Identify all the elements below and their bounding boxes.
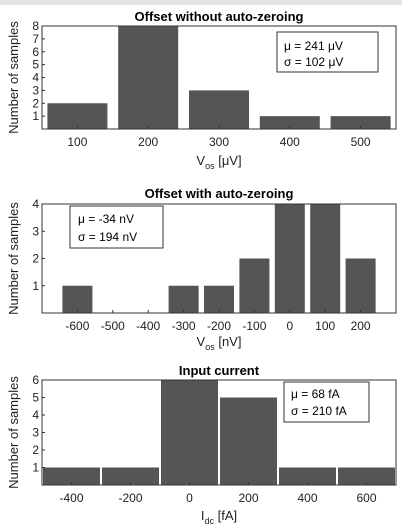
- bar: [161, 380, 218, 485]
- y-tick-label: 2: [32, 443, 39, 457]
- y-tick-label: 1: [32, 279, 39, 293]
- y-tick-label: 4: [32, 408, 39, 422]
- y-tick-label: 7: [32, 32, 39, 46]
- x-tick-label: 0: [286, 319, 293, 333]
- mean-label: μ = -34 nV: [78, 212, 134, 226]
- y-tick-label: 3: [32, 224, 39, 238]
- chart-title: Offset without auto-zeroing: [135, 9, 304, 24]
- chart-2: 1 2 3 4 -600 -500 -400 -300 -200 -100 0 100 200 Offse…: [6, 186, 397, 352]
- stats-box: [283, 381, 370, 423]
- mean-label: μ = 68 fA: [291, 387, 340, 401]
- bar: [310, 204, 341, 313]
- x-tick-label: -100: [242, 319, 266, 333]
- y-tick-label: 3: [32, 426, 39, 440]
- sigma-label: σ = 102 μV: [284, 55, 343, 69]
- bar: [62, 285, 93, 313]
- y-axis-label: Number of samples: [6, 202, 21, 315]
- y-tick-label: 4: [32, 197, 39, 211]
- x-axis-label: Idc [fA]: [201, 508, 237, 526]
- chart-title: Input current: [179, 363, 260, 378]
- y-axis-label: Number of samples: [6, 376, 21, 489]
- bar: [43, 467, 100, 485]
- y-tick-label: 6: [32, 45, 39, 59]
- x-axis-label: Vos [μV]: [196, 153, 241, 171]
- bar: [47, 103, 108, 129]
- bar: [279, 467, 336, 485]
- x-tick-label: -200: [207, 319, 231, 333]
- bar: [338, 467, 395, 485]
- y-tick-label: 8: [32, 19, 39, 33]
- x-tick-label: 200: [238, 491, 258, 505]
- chart-3: 1 2 3 4 5 6 -400 -200 0 200 400 600 Input current Num…: [6, 363, 397, 526]
- x-tick-label: -200: [118, 491, 142, 505]
- bar: [102, 467, 159, 485]
- x-tick-label: 400: [280, 135, 300, 149]
- x-tick-label: 600: [356, 491, 376, 505]
- bar: [189, 90, 249, 129]
- bar: [204, 285, 234, 313]
- x-axis-label: Vos [nV]: [197, 334, 242, 352]
- x-tick-label: 200: [351, 319, 371, 333]
- sigma-label: σ = 210 fA: [291, 404, 347, 418]
- chart-title: Offset with auto-zeroing: [145, 186, 294, 201]
- mean-label: μ = 241 μV: [284, 39, 343, 53]
- bar: [239, 258, 270, 313]
- stats-box: [276, 31, 379, 73]
- x-tick-label: -300: [172, 319, 196, 333]
- y-tick-label: 4: [32, 71, 39, 85]
- bar: [274, 204, 305, 313]
- x-tick-label: 100: [315, 319, 335, 333]
- x-tick-label: 400: [297, 491, 317, 505]
- bar: [118, 26, 179, 129]
- x-tick-label: 300: [209, 135, 229, 149]
- y-tick-label: 5: [32, 391, 39, 405]
- sigma-label: σ = 194 nV: [78, 230, 137, 244]
- y-tick-label: 5: [32, 58, 39, 72]
- y-tick-label: 2: [32, 96, 39, 110]
- y-tick-label: 3: [32, 83, 39, 97]
- bar: [330, 116, 391, 129]
- x-tick-label: -600: [65, 319, 89, 333]
- y-axis-label: Number of samples: [6, 21, 21, 134]
- bar: [259, 116, 320, 129]
- x-tick-label: 0: [186, 491, 193, 505]
- y-tick-label: 1: [32, 109, 39, 123]
- top-strip: [0, 0, 402, 5]
- x-tick-label: 100: [67, 135, 87, 149]
- x-tick-label: 200: [138, 135, 158, 149]
- x-tick-label: 500: [351, 135, 371, 149]
- bar: [345, 258, 376, 313]
- bar: [168, 285, 199, 313]
- y-tick-label: 1: [32, 461, 39, 475]
- bar: [220, 397, 277, 485]
- x-tick-label: -500: [101, 319, 125, 333]
- y-tick-label: 6: [32, 373, 39, 387]
- stats-box: [69, 205, 164, 249]
- y-tick-label: 2: [32, 252, 39, 266]
- x-tick-label: -400: [136, 319, 160, 333]
- x-tick-label: -400: [59, 491, 83, 505]
